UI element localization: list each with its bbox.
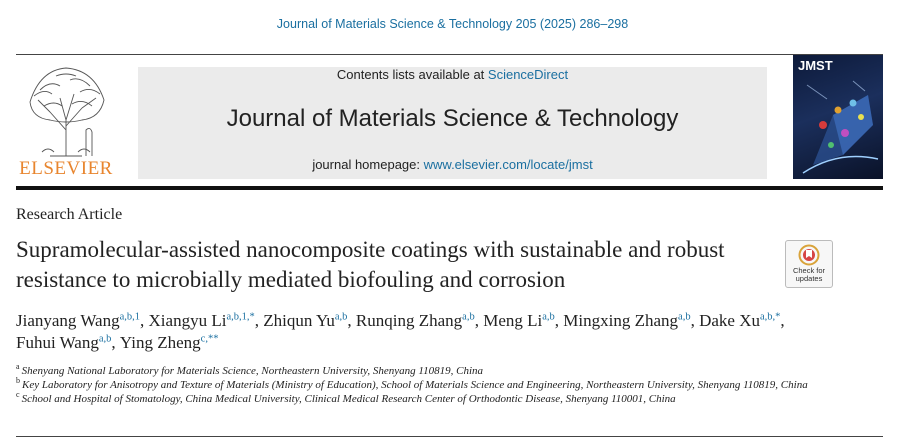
sciencedirect-link[interactable]: ScienceDirect <box>487 67 569 82</box>
check-updates-icon <box>798 244 820 266</box>
author-separator: , <box>780 311 785 330</box>
author-item: Xiangyu Lia,b,1,*, <box>149 311 264 330</box>
author-name[interactable]: Fuhui Wang <box>16 333 99 352</box>
affiliation-text: Key Laboratory for Anisotropy and Textur… <box>22 379 808 391</box>
contents-line: Contents lists available at ScienceDirec… <box>138 67 767 82</box>
journal-citation[interactable]: Journal of Materials Science & Technolog… <box>276 17 629 31</box>
author-name[interactable]: Ying Zheng <box>119 333 201 352</box>
author-item: Jianyang Wanga,b,1, <box>16 311 149 330</box>
homepage-link[interactable]: www.elsevier.com/locate/jmst <box>423 157 593 172</box>
header-divider <box>16 186 883 190</box>
author-separator: , <box>140 311 149 330</box>
author-item: Runqing Zhanga,b, <box>356 311 483 330</box>
check-for-updates-button[interactable]: Check for updates <box>785 240 833 288</box>
author-affiliation-ref[interactable]: a,b <box>462 311 475 323</box>
author-name[interactable]: Runqing Zhang <box>355 311 463 330</box>
author-item: Zhiqun Yua,b, <box>263 311 356 330</box>
author-name[interactable]: Jianyang Wang <box>16 311 120 330</box>
author-name[interactable]: Dake Xu <box>699 311 760 330</box>
affiliation-mark: a <box>16 362 20 372</box>
journal-title: Journal of Materials Science & Technolog… <box>226 105 679 132</box>
affiliation-mark: c <box>16 390 20 400</box>
author-affiliation-ref[interactable]: a,b <box>334 311 348 323</box>
author-item: Fuhui Wanga,b, <box>16 333 120 352</box>
author-name[interactable]: Zhiqun Yu <box>263 311 335 330</box>
author-affiliation-ref[interactable]: a,b <box>542 311 555 323</box>
affiliation-list: a Shenyang National Laboratory for Materi… <box>16 362 886 406</box>
cover-label: JMST <box>798 58 833 73</box>
check-updates-label: Check for updates <box>792 266 826 283</box>
author-name[interactable]: Meng Li <box>483 311 543 330</box>
author-item: Dake Xua,b,*, <box>699 311 785 330</box>
author-separator: , <box>690 311 700 330</box>
tree-icon <box>29 67 105 157</box>
bottom-divider <box>16 436 883 437</box>
author-separator: , <box>254 311 264 330</box>
affiliation-mark: b <box>16 376 20 386</box>
author-affiliation-ref[interactable]: a,b <box>98 333 112 345</box>
author-item: Mingxing Zhanga,b, <box>563 311 699 330</box>
author-affiliation-ref[interactable]: a,b,1,* <box>226 311 255 323</box>
author-list: Jianyang Wanga,b,1, Xiangyu Lia,b,1,*, Z… <box>16 310 816 354</box>
author-separator: , <box>554 311 564 330</box>
author-name[interactable]: Mingxing Zhang <box>563 311 679 330</box>
publisher-logo[interactable]: ELSEVIER <box>16 60 116 180</box>
affiliation-item: c School and Hospital of Stomatology, Chi… <box>16 390 886 406</box>
cover-art-icon <box>802 80 879 174</box>
affiliation-text: Shenyang National Laboratory for Materia… <box>21 365 484 377</box>
author-affiliation-ref[interactable]: a,b,1 <box>119 311 141 323</box>
author-affiliation-ref[interactable]: a,b,* <box>759 311 781 323</box>
author-item: Ying Zhengc,** <box>120 333 219 352</box>
elsevier-wordmark: ELSEVIER <box>19 158 113 179</box>
author-item: Meng Lia,b, <box>483 311 563 330</box>
affiliation-text: School and Hospital of Stomatology, Chin… <box>21 393 676 405</box>
author-affiliation-ref[interactable]: a,b <box>678 311 691 323</box>
affiliation-item: b Key Laboratory for Anisotropy and Textu… <box>16 376 886 392</box>
homepage-prefix: journal homepage: <box>312 157 424 172</box>
affiliation-item: a Shenyang National Laboratory for Materi… <box>16 362 886 378</box>
author-separator: , <box>474 311 484 330</box>
author-affiliation-ref[interactable]: c,** <box>200 333 219 345</box>
article-title: Supramolecular-assisted nanocomposite co… <box>16 237 725 292</box>
author-separator: , <box>347 311 356 330</box>
author-name[interactable]: Xiangyu Li <box>148 311 227 330</box>
article-type: Research Article <box>16 206 123 223</box>
homepage-line: journal homepage: www.elsevier.com/locat… <box>138 157 767 172</box>
journal-banner: Contents lists available at ScienceDirec… <box>138 67 767 179</box>
top-divider <box>16 54 883 55</box>
contents-prefix: Contents lists available at <box>336 67 488 82</box>
author-separator: , <box>111 333 120 352</box>
journal-cover-image[interactable]: JMST <box>793 55 883 179</box>
